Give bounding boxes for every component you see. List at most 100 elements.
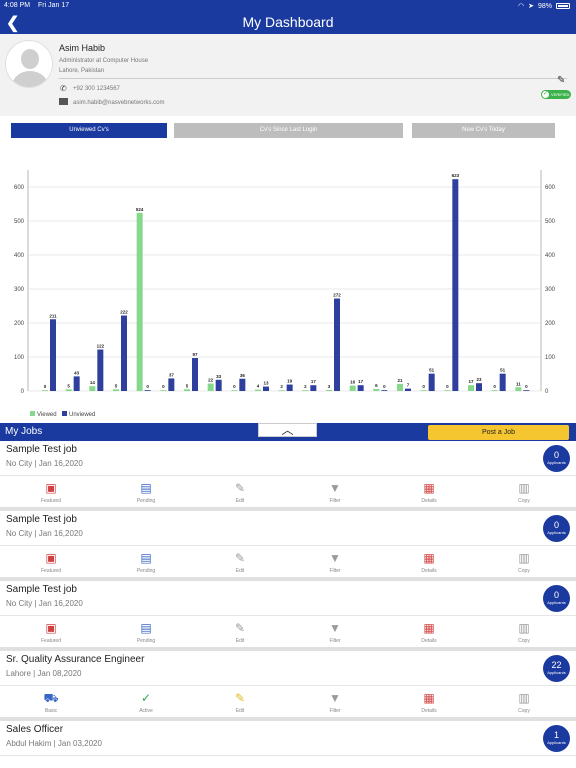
bar-data-label: 7 [407, 383, 410, 388]
copy-icon: ▥ [518, 621, 530, 635]
filter-icon: ▼ [329, 551, 341, 565]
applicants-badge[interactable]: 0 Applicants [543, 585, 570, 612]
filter-icon: ▼ [329, 691, 341, 705]
applicants-badge[interactable]: 1 Applicants [543, 725, 570, 752]
job-action-pending-button[interactable]: ▤ Pending [116, 479, 176, 504]
job-action-edit-button[interactable]: ✎ Edit [210, 549, 270, 574]
job-action-featured-button[interactable]: ▣ Featured [21, 619, 81, 644]
applicants-badge[interactable]: 0 Applicants [543, 515, 570, 542]
job-action-active-button[interactable]: ✓ Active [116, 689, 176, 714]
legend-label: Viewed [37, 412, 57, 418]
my-jobs-bar: My Jobs ︿ Post a Job [0, 423, 576, 441]
job-location-date: Lahore | Jan 08,2020 [6, 669, 82, 678]
bar-viewed [231, 390, 238, 391]
bar-unviewed [239, 378, 246, 391]
profile-phone[interactable]: +92 300 1234567 [73, 86, 120, 92]
job-action-details-button[interactable]: ▦ Details [399, 689, 459, 714]
copy-icon: ▥ [518, 691, 530, 705]
job-action-label: Pending [136, 638, 156, 644]
profile-email[interactable]: asim.habib@nasvebnetworks.com [73, 100, 165, 106]
job-action-copy-button[interactable]: ▥ Copy [494, 479, 554, 504]
job-divider [0, 685, 576, 686]
featured-icon: ▣ [45, 551, 57, 565]
job-action-edit-button[interactable]: ✎ Edit [210, 479, 270, 504]
applicants-badge[interactable]: 22 Applicants [543, 655, 570, 682]
bar-unviewed [381, 390, 388, 391]
job-action-filter-button[interactable]: ▼ Filter [305, 619, 365, 644]
job-card[interactable]: Sample Test job No City | Jan 16,2020 0 App… [0, 511, 576, 581]
bar-data-label: 33 [216, 374, 222, 379]
back-button[interactable]: ❮ [6, 13, 19, 33]
job-action-edit-button[interactable]: ✎ Edit [210, 689, 270, 714]
job-action-filter-button[interactable]: ▼ Filter [305, 549, 365, 574]
job-action-label: Details [421, 568, 437, 574]
filter-icon: ▼ [329, 481, 341, 495]
applicants-count: 1 [553, 730, 559, 740]
job-action-label: Details [421, 498, 437, 504]
job-title[interactable]: Sample Test job [6, 444, 77, 455]
bar-unviewed [523, 390, 530, 391]
bar-data-label: 21 [397, 378, 403, 383]
bar-data-label: 13 [263, 381, 269, 386]
verified-label: VERIFIED [551, 92, 570, 97]
job-action-filter-button[interactable]: ▼ Filter [305, 479, 365, 504]
bar-data-label: 37 [169, 372, 175, 377]
job-action-copy-button[interactable]: ▥ Copy [494, 619, 554, 644]
job-action-label: Featured [40, 498, 61, 504]
job-action-pending-button[interactable]: ▤ Pending [116, 549, 176, 574]
job-card[interactable]: Sample Test job No City | Jan 16,2020 0 App… [0, 581, 576, 651]
edit-profile-icon[interactable]: ✎ [557, 75, 566, 86]
job-card[interactable]: Sample Test job No City | Jan 16,2020 0 App… [0, 441, 576, 511]
bar-data-label: 3 [328, 384, 331, 389]
job-separator [0, 717, 576, 721]
job-title[interactable]: Sample Test job [6, 514, 77, 525]
job-title[interactable]: Sales Officer [6, 724, 64, 735]
applicants-badge[interactable]: 0 Applicants [543, 445, 570, 472]
job-action-details-button[interactable]: ▦ Details [399, 479, 459, 504]
applicants-label: Applicants [547, 740, 566, 745]
job-action-details-button[interactable]: ▦ Details [399, 549, 459, 574]
job-action-filter-button[interactable]: ▼ Filter [305, 689, 365, 714]
job-title[interactable]: Sample Test job [6, 584, 77, 595]
bar-unviewed [334, 298, 340, 391]
job-title[interactable]: Sr. Quality Assurance Engineer [6, 654, 145, 665]
copy-icon: ▥ [518, 551, 530, 565]
y-tick-label-right: 300 [545, 287, 556, 293]
job-action-label: Pending [136, 498, 156, 504]
y-tick-label-right: 600 [545, 185, 556, 191]
check-icon: ✓ [542, 91, 549, 98]
tab-cvs-since-last-login[interactable]: Cv's Since Last Login [174, 123, 403, 138]
bar-unviewed [192, 358, 198, 391]
bar-unviewed [97, 349, 104, 391]
pending-icon: ▤ [140, 621, 152, 635]
status-right: ◠ ➤ 98% [518, 2, 570, 10]
job-action-edit-button[interactable]: ✎ Edit [210, 619, 270, 644]
job-action-label: Featured [40, 638, 61, 644]
job-action-pending-button[interactable]: ▤ Pending [116, 619, 176, 644]
post-job-button[interactable]: Post a Job [428, 425, 569, 440]
collapse-chart-button[interactable]: ︿ [258, 423, 317, 437]
job-card[interactable]: Sales Officer Abdul Hakim | Jan 03,2020 1 A… [0, 721, 576, 768]
check-icon: ✓ [140, 691, 152, 705]
y-tick-label-right: 100 [545, 355, 556, 361]
job-action-label: Filter [329, 498, 341, 504]
job-card[interactable]: Sr. Quality Assurance Engineer Lahore | J… [0, 651, 576, 721]
bar-data-label: 43 [74, 370, 80, 375]
status-bar: 4:08 PM Fri Jan 17 ◠ ➤ 98% [0, 0, 576, 11]
applicants-label: Applicants [547, 460, 566, 465]
job-action-basic-button[interactable]: ⛟ Basic [21, 689, 81, 714]
job-action-featured-button[interactable]: ▣ Featured [21, 549, 81, 574]
job-action-details-button[interactable]: ▦ Details [399, 619, 459, 644]
job-action-copy-button[interactable]: ▥ Copy [494, 549, 554, 574]
tab-unviewed-cvs[interactable]: Unviewed Cv's [11, 123, 167, 138]
bar-data-label: 6 [375, 383, 378, 388]
legend-label: Unviewed [69, 412, 95, 418]
job-action-copy-button[interactable]: ▥ Copy [494, 689, 554, 714]
y-tick-label-left: 600 [14, 185, 25, 191]
tab-new-cvs-today[interactable]: New Cv's Today [412, 123, 555, 138]
bar-data-label: 0 [146, 384, 149, 389]
job-action-label: Copy [518, 568, 530, 574]
job-action-featured-button[interactable]: ▣ Featured [21, 479, 81, 504]
bar-unviewed [476, 383, 482, 391]
bar-data-label: 0 [422, 384, 425, 389]
